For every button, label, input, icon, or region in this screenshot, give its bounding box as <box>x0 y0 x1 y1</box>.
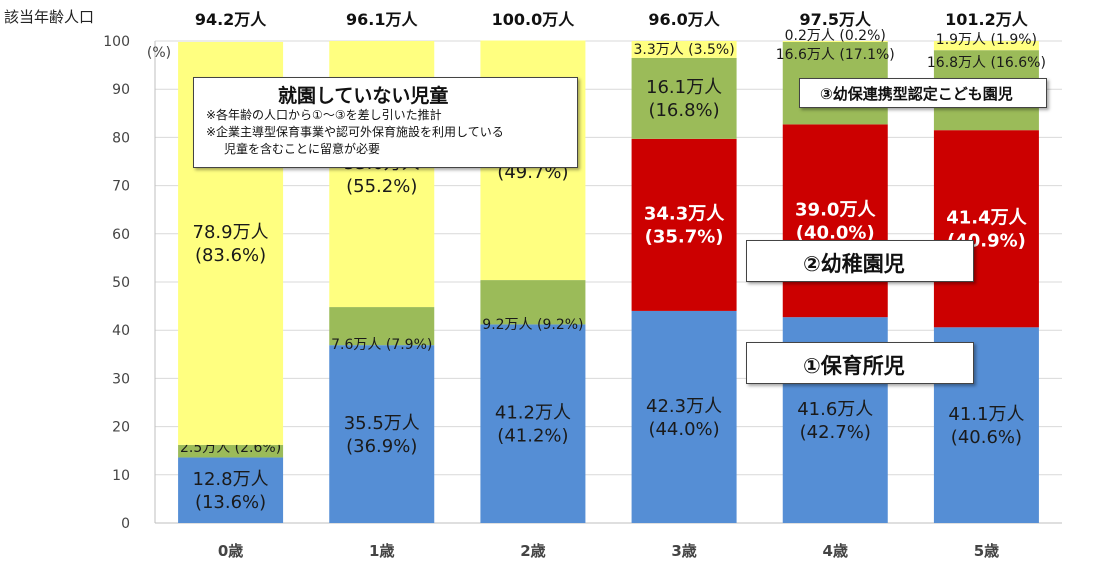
bar-segment-nintei <box>631 57 737 139</box>
nintei-callout-label: ③幼保連携型認定こども園児 <box>820 85 1013 103</box>
bar-segment-hoikusho <box>480 324 586 523</box>
total-label: 96.1万人 <box>346 10 418 29</box>
data-label-hoikusho: (13.6%) <box>195 492 266 513</box>
total-label: 101.2万人 <box>945 10 1029 29</box>
bar-segment-yochien <box>933 130 1039 328</box>
y-tick-label: 60 <box>112 227 130 243</box>
data-label-hoikusho: 41.6万人 <box>797 399 873 420</box>
category-label: 5歳 <box>974 542 999 560</box>
data-label-hoikusho: 41.2万人 <box>495 403 571 424</box>
category-label: 0歳 <box>218 542 243 560</box>
category-label: 3歳 <box>671 542 696 560</box>
data-label-yochien: 39.0万人 <box>795 200 876 221</box>
data-label-hoikusho: (44.0%) <box>648 419 719 440</box>
data-label-hoikusho: (41.2%) <box>497 426 568 447</box>
category-label: 2歳 <box>520 542 545 560</box>
data-label-nintei: 16.1万人 <box>646 77 722 98</box>
data-label-nintei: 7.6万人 (7.9%) <box>331 337 432 353</box>
data-label-hoikusho: (42.7%) <box>800 422 871 443</box>
data-label-hoikusho: 41.1万人 <box>948 404 1024 425</box>
bar-segment-nintei <box>480 280 586 325</box>
data-label-yochien: 34.3万人 <box>644 204 725 225</box>
total-label: 97.5万人 <box>800 10 872 29</box>
y-tick-label: 10 <box>112 468 130 484</box>
data-label-hoikusho: (40.6%) <box>951 427 1022 448</box>
total-label: 100.0万人 <box>492 10 576 29</box>
data-label-hoikusho: 35.5万人 <box>344 413 420 434</box>
y-tick-label: 90 <box>112 82 130 98</box>
category-label: 1歳 <box>369 542 394 560</box>
data-label-yochien: 41.4万人 <box>946 208 1027 229</box>
data-label-nintei: (16.8%) <box>648 100 719 121</box>
not-enrolled-callout: 就園していない児童 ※各年齢の人口から①～③を差し引いた推計 ※企業主導型保育事… <box>193 77 578 168</box>
bar-segment-not_enrolled <box>782 41 888 42</box>
y-tick-label: 100 <box>103 34 130 50</box>
bar-segment-hoikusho <box>329 345 435 523</box>
data-label-hoikusho: 12.8万人 <box>193 469 269 490</box>
data-label-nintei: 16.8万人 (16.6%) <box>927 55 1046 71</box>
bar-segment-not_enrolled <box>631 41 737 58</box>
bar-segment-hoikusho <box>178 457 284 523</box>
y-tick-label: 70 <box>112 179 130 195</box>
not-enrolled-note-3: 児童を含むことに留意が必要 <box>224 142 381 156</box>
data-label-hoikusho: (36.9%) <box>346 436 417 457</box>
bar-segment-hoikusho <box>631 310 737 523</box>
y-tick-label: 80 <box>112 130 130 146</box>
hoikusho-callout: ①保育所児 <box>746 342 974 384</box>
bar-segment-not_enrolled <box>933 41 1039 51</box>
total-label: 94.2万人 <box>195 10 267 29</box>
not-enrolled-title: 就園していない児童 <box>278 85 449 107</box>
bar-segment-nintei <box>178 444 284 458</box>
total-label: 96.0万人 <box>648 10 720 29</box>
data-label-yochien: (40.0%) <box>796 223 875 244</box>
population-label: 該当年齢人口 <box>4 8 95 26</box>
y-tick-label: 40 <box>112 323 130 339</box>
bar-segment-nintei <box>329 307 435 346</box>
bar-segment-yochien <box>631 138 737 311</box>
nintei-callout: ③幼保連携型認定こども園児 <box>799 78 1047 108</box>
hoikusho-callout-label: ①保育所児 <box>803 354 905 378</box>
yochien-callout: ②幼稚園児 <box>746 240 974 282</box>
y-tick-label: 20 <box>112 420 130 436</box>
data-label-nintei: 9.2万人 (9.2%) <box>482 317 583 333</box>
yochien-callout-label: ②幼稚園児 <box>803 252 905 276</box>
data-label-yochien: (35.7%) <box>645 227 724 248</box>
category-label: 4歳 <box>823 542 848 560</box>
bar-segment-yochien <box>782 124 888 318</box>
data-label-not_enrolled: 0.2万人 (0.2%) <box>785 28 886 44</box>
y-axis-label: (%) <box>147 45 171 61</box>
data-label-nintei: 16.6万人 (17.1%) <box>776 47 895 63</box>
y-tick-label: 30 <box>112 371 130 387</box>
y-tick-label: 50 <box>112 275 130 291</box>
data-label-not_enrolled: 1.9万人 (1.9%) <box>936 32 1037 48</box>
not-enrolled-note-2: ※企業主導型保育事業や認可外保育施設を利用している <box>206 125 504 139</box>
y-tick-label: 0 <box>121 516 130 532</box>
data-label-not_enrolled: 78.9万人 <box>193 222 269 243</box>
data-label-not_enrolled: (55.2%) <box>346 176 417 197</box>
data-label-not_enrolled: 3.3万人 (3.5%) <box>633 42 734 58</box>
data-label-hoikusho: 42.3万人 <box>646 396 722 417</box>
not-enrolled-note-1: ※各年齢の人口から①～③を差し引いた推計 <box>206 108 442 122</box>
data-label-not_enrolled: (83.6%) <box>195 245 266 266</box>
